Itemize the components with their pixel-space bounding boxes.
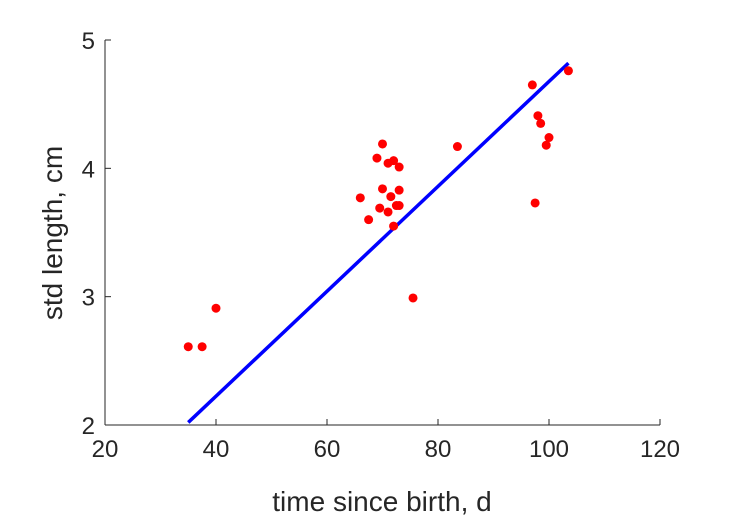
- data-point: [527, 80, 537, 90]
- data-point: [530, 198, 540, 208]
- data-points: [183, 66, 573, 352]
- data-point: [389, 156, 399, 166]
- data-point: [533, 111, 543, 121]
- data-point: [563, 66, 573, 76]
- data-point: [544, 133, 554, 143]
- data-point: [378, 184, 387, 194]
- data-point: [541, 140, 551, 150]
- x-tick-label: 60: [314, 436, 341, 463]
- data-point: [375, 203, 385, 213]
- data-point: [408, 293, 418, 303]
- y-tick-label: 5: [82, 28, 95, 55]
- fit-line-group: [187, 61, 570, 424]
- data-point: [372, 153, 382, 163]
- data-point: [389, 221, 399, 231]
- x-tick-label: 100: [529, 436, 569, 463]
- x-tick-label: 80: [425, 436, 452, 463]
- y-tick-label: 3: [82, 285, 95, 312]
- x-tick-label: 120: [640, 436, 680, 463]
- data-point: [378, 139, 387, 149]
- data-point: [536, 118, 546, 128]
- axes: 20 40 60 80 100 120 2 3 4 5: [82, 28, 680, 463]
- fit-line: [187, 61, 570, 424]
- data-point: [197, 342, 207, 352]
- y-axis-label: std length, cm: [37, 146, 68, 320]
- data-point: [394, 201, 404, 211]
- x-tick-label: 40: [203, 436, 230, 463]
- data-point: [211, 303, 221, 313]
- data-point: [394, 185, 404, 195]
- data-point: [183, 342, 193, 352]
- axis-labels: time since birth, d std length, cm: [37, 146, 492, 517]
- y-tick-label: 2: [82, 413, 95, 440]
- x-axis-label: time since birth, d: [272, 486, 491, 517]
- x-tick-label: 20: [92, 436, 119, 463]
- data-point: [364, 215, 374, 225]
- data-point: [386, 192, 396, 202]
- data-point: [394, 162, 404, 172]
- y-tick-label: 4: [82, 156, 95, 183]
- data-point: [383, 207, 393, 217]
- data-point: [452, 142, 462, 152]
- data-point: [355, 193, 365, 203]
